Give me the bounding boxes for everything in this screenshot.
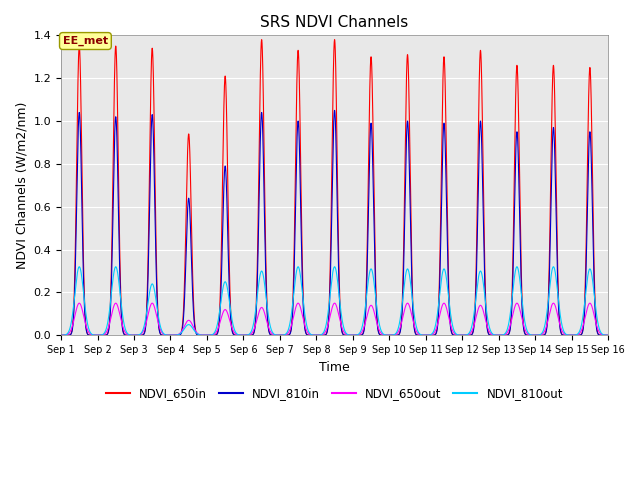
Y-axis label: NDVI Channels (W/m2/nm): NDVI Channels (W/m2/nm) xyxy=(15,102,28,269)
NDVI_650out xyxy=(410,322,418,328)
NDVI_650out xyxy=(604,333,612,338)
NDVI_810in xyxy=(331,108,339,113)
NDVI_810out xyxy=(488,330,495,336)
NDVI_810out xyxy=(174,332,182,337)
NDVI_650in xyxy=(410,322,418,328)
NDVI_650in xyxy=(174,332,182,338)
NDVI_650in xyxy=(57,333,65,338)
Line: NDVI_650in: NDVI_650in xyxy=(61,40,608,336)
NDVI_810out xyxy=(57,333,65,338)
NDVI_810out xyxy=(602,332,610,338)
NDVI_650in xyxy=(262,259,269,264)
NDVI_650out xyxy=(174,332,182,337)
NDVI_810in xyxy=(604,333,612,338)
Line: NDVI_810in: NDVI_810in xyxy=(61,110,608,336)
NDVI_650in xyxy=(258,37,266,43)
NDVI_810in xyxy=(602,333,610,338)
NDVI_650in xyxy=(604,333,612,338)
NDVI_810in xyxy=(410,324,418,330)
NDVI_810out xyxy=(604,333,612,338)
NDVI_650out xyxy=(168,333,176,338)
Line: NDVI_810out: NDVI_810out xyxy=(61,267,608,336)
NDVI_810in xyxy=(168,333,176,338)
Legend: NDVI_650in, NDVI_810in, NDVI_650out, NDVI_810out: NDVI_650in, NDVI_810in, NDVI_650out, NDV… xyxy=(102,382,568,404)
NDVI_810out xyxy=(168,333,176,338)
NDVI_650in xyxy=(602,333,610,338)
NDVI_810out xyxy=(410,311,418,317)
NDVI_810out xyxy=(76,264,83,270)
NDVI_810in xyxy=(57,333,65,338)
Title: SRS NDVI Channels: SRS NDVI Channels xyxy=(260,15,409,30)
NDVI_650out xyxy=(76,300,83,306)
X-axis label: Time: Time xyxy=(319,360,350,373)
NDVI_650out xyxy=(488,331,495,337)
NDVI_810in xyxy=(262,274,269,280)
Text: EE_met: EE_met xyxy=(63,36,108,46)
NDVI_650out xyxy=(602,332,610,338)
NDVI_810in xyxy=(488,333,495,338)
NDVI_650in xyxy=(488,333,495,338)
Line: NDVI_650out: NDVI_650out xyxy=(61,303,608,336)
NDVI_650in xyxy=(168,333,176,338)
NDVI_650out xyxy=(262,315,269,321)
NDVI_650out xyxy=(57,333,65,338)
NDVI_810out xyxy=(168,333,175,338)
NDVI_810in xyxy=(174,332,182,338)
NDVI_810out xyxy=(262,293,270,299)
